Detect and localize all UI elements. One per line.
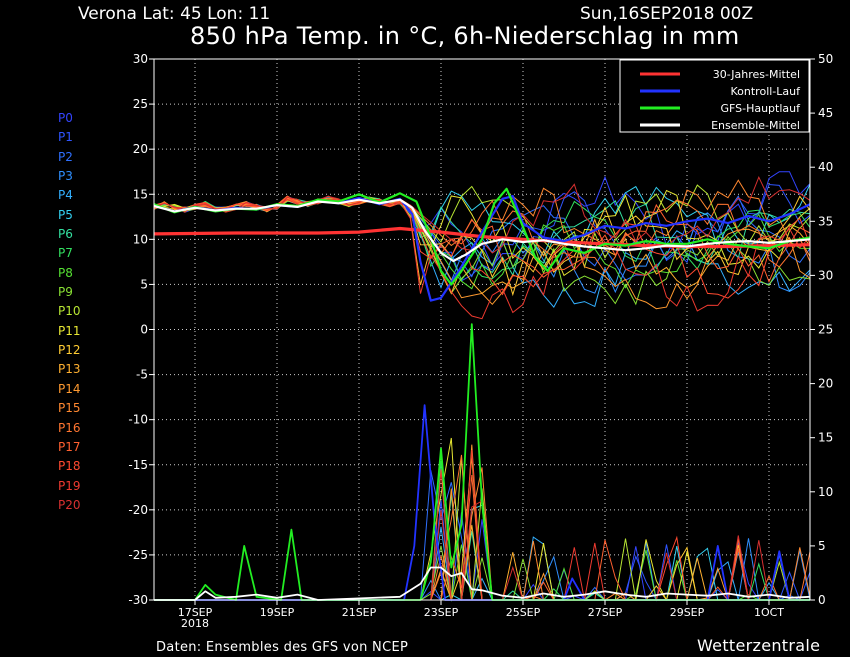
x-tick-sublabel: 2018 <box>181 617 209 630</box>
data-source: Daten: Ensembles des GFS von NCEP <box>156 640 409 655</box>
run-datetime: Sun,16SEP2018 00Z <box>580 4 754 24</box>
legend-label: Kontroll-Lauf <box>731 85 802 98</box>
series-line-kontroll-lauf <box>153 195 811 302</box>
member-precip-line <box>154 545 810 601</box>
member-label: P7 <box>58 246 73 261</box>
series-line-ensemble-mittel <box>154 566 811 601</box>
y-tick-label-right: 40 <box>818 160 833 174</box>
member-label: P13 <box>58 362 81 377</box>
member-label: P8 <box>58 265 73 280</box>
y-tick-label-right: 5 <box>818 539 826 553</box>
y-tick-label-left: 30 <box>133 52 148 66</box>
member-label: P3 <box>58 169 73 184</box>
y-tick-label-right: 35 <box>818 214 833 228</box>
series-line-kontroll-lauf <box>154 404 810 601</box>
member-label: P17 <box>58 439 81 454</box>
legend-label: GFS-Hauptlauf <box>720 102 801 115</box>
x-tick-label: 25SEP <box>506 606 541 619</box>
y-tick-label-right: 20 <box>818 377 833 391</box>
y-tick-label-left: -25 <box>128 548 148 562</box>
y-tick-label-left: -20 <box>128 503 148 517</box>
y-tick-label-left: 0 <box>140 323 148 337</box>
member-temp-line <box>153 179 811 257</box>
x-tick-label: 21SEP <box>342 606 377 619</box>
member-label: P1 <box>58 130 73 145</box>
member-precip-line <box>154 526 810 601</box>
legend-box <box>619 59 810 133</box>
y-tick-label-right: 50 <box>818 52 833 66</box>
member-label: P6 <box>58 227 73 242</box>
y-tick-label-right: 45 <box>818 106 833 120</box>
member-label: P18 <box>58 459 81 474</box>
member-precip-line <box>154 544 810 602</box>
member-temp-line <box>153 175 811 254</box>
y-tick-label-left: -10 <box>128 413 148 427</box>
y-tick-label-left: 5 <box>140 277 148 291</box>
legend-label: 30-Jahres-Mittel <box>713 68 800 81</box>
y-tick-label-right: 10 <box>818 485 833 499</box>
member-list: P0 P1 P2 P3 P4 P5 P6 P7 P8 P9 P10 P11 P12 P13 P14 P15 P1… <box>58 109 81 515</box>
x-tick-label: 23SEP <box>424 606 459 619</box>
y-tick-label-right: 25 <box>818 323 833 337</box>
y-tick-label-right: 0 <box>818 593 826 607</box>
location-label: Verona Lat: 45 Lon: 11 <box>78 4 271 24</box>
series-line-30-jahres-mittel <box>153 226 811 249</box>
member-label: P14 <box>58 381 81 396</box>
x-tick-label: 29SEP <box>670 606 705 619</box>
brand-label: Wetterzentrale <box>697 636 821 655</box>
x-tick-label: 1OCT <box>754 606 784 619</box>
y-tick-label-left: -5 <box>136 368 148 382</box>
y-tick-label-left: 10 <box>133 232 148 246</box>
y-tick-label-left: -30 <box>128 593 148 607</box>
y-tick-label-right: 15 <box>818 431 833 445</box>
member-label: P19 <box>58 478 81 493</box>
member-label: P16 <box>58 420 81 435</box>
member-label: P15 <box>58 401 81 416</box>
y-tick-label-right: 30 <box>818 268 833 282</box>
x-tick-label: 27SEP <box>588 606 623 619</box>
chart-title: 850 hPa Temp. in °C, 6h-Niederschlag in … <box>190 22 740 50</box>
y-tick-label-left: 15 <box>133 187 148 201</box>
member-label: P2 <box>58 149 73 164</box>
member-label: P5 <box>58 207 73 222</box>
x-tick-label: 19SEP <box>260 606 295 619</box>
member-label: P11 <box>58 323 81 338</box>
member-label: P9 <box>58 285 73 300</box>
member-label: P10 <box>58 304 81 319</box>
y-tick-label-left: 25 <box>133 97 148 111</box>
legend-label: Ensemble-Mittel <box>711 119 800 132</box>
series-line-ensemble-mittel <box>153 198 811 263</box>
x-tick-label: 17SEP <box>178 606 213 619</box>
y-tick-label-left: -15 <box>128 458 148 472</box>
y-tick-label-left: 20 <box>133 142 148 156</box>
member-label: P0 <box>58 111 73 125</box>
member-label: P4 <box>58 188 73 203</box>
member-label: P20 <box>58 497 81 512</box>
member-label: P12 <box>58 343 81 358</box>
